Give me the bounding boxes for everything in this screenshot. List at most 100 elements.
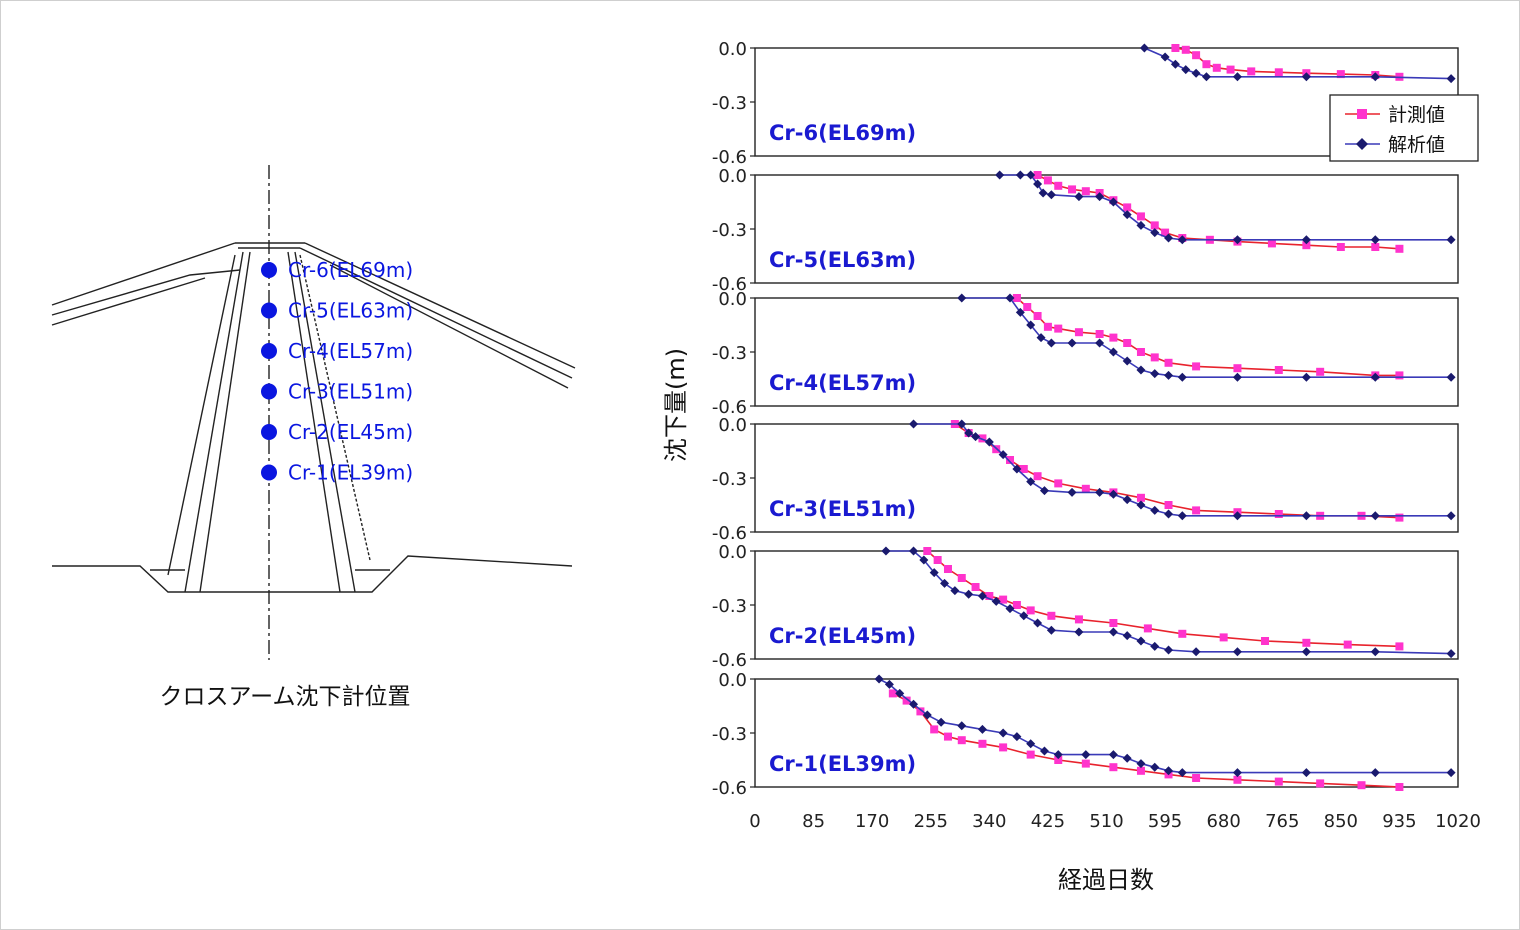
measured-point: [1023, 303, 1032, 311]
panel-6: 0.0 -0.3 -0.6 Cr-1(EL39m): [712, 670, 1459, 799]
x-tick-label: 340: [972, 811, 1006, 832]
measured-point: [1261, 637, 1270, 645]
measured-point: [1233, 364, 1242, 373]
analysis-point: [1108, 347, 1118, 357]
analysis-point: [909, 699, 919, 709]
measured-point: [1192, 362, 1201, 371]
analysis-point: [1108, 197, 1118, 207]
analysis-point: [1301, 372, 1311, 382]
x-tick-labels: 0 85 170 255 340 425 510 595 680 765 850 935 1020: [749, 811, 1481, 832]
measured-point: [1012, 601, 1021, 609]
legend-box: [1329, 94, 1479, 162]
measured-point: [1043, 176, 1052, 185]
gauge-layer: Cr-6(EL69m) Cr-5(EL63m) Cr-4(EL57m) Cr-3(EL…: [261, 258, 413, 485]
measured-point: [1019, 465, 1028, 473]
measured-point: [1395, 783, 1404, 791]
measured-point: [1343, 640, 1352, 649]
measured-point: [933, 556, 942, 564]
y-tick-label: -0.3: [712, 469, 747, 490]
y-tick-label: -0.6: [712, 778, 747, 799]
measured-point: [1202, 60, 1211, 69]
panel-3: 0.0 -0.3 -0.6 Cr-4(EL57m): [712, 289, 1459, 418]
analysis-point: [1446, 768, 1456, 778]
measured-point: [1336, 243, 1345, 251]
panels-layer: 0.0 -0.3 -0.6 Cr-6(EL69m) 0.0 -0.3 -0.6 Cr-5(EL…: [712, 39, 1459, 799]
measured-point: [1274, 366, 1283, 374]
analysis-point: [1232, 768, 1242, 778]
x-tick-label: 0: [749, 811, 760, 832]
analysis-point: [1095, 192, 1105, 202]
analysis-point: [1370, 235, 1380, 245]
analysis-point: [881, 546, 891, 556]
diagram-caption: クロスアーム沈下計位置: [160, 684, 411, 710]
measured-point: [1274, 68, 1283, 77]
x-tick-label: 510: [1089, 811, 1123, 832]
measured-point: [1164, 501, 1173, 509]
gauge-label-6: Cr-6(EL69m): [288, 258, 413, 282]
measured-point: [1026, 750, 1035, 759]
panel-frame: [754, 550, 1459, 660]
analysis-point: [1067, 487, 1077, 497]
measured-point: [1233, 775, 1242, 784]
y-axis-title: 沈下量(m): [662, 348, 690, 462]
analysis-point: [991, 596, 1001, 606]
panel-title: Cr-2(EL45m): [769, 624, 916, 648]
measured-point: [1357, 781, 1366, 790]
measured-point: [1026, 606, 1035, 615]
analysis-point: [1136, 500, 1146, 510]
panel-title: Cr-4(EL57m): [769, 371, 916, 395]
analysis-point: [1108, 750, 1118, 760]
analysis-point: [922, 710, 932, 720]
analysis-point: [929, 568, 939, 578]
gauge-label-4: Cr-4(EL57m): [288, 339, 413, 363]
analysis-point: [940, 578, 950, 588]
series-line-analysis: [1144, 47, 1452, 80]
measured-point: [1150, 221, 1159, 230]
analysis-point: [1177, 511, 1187, 521]
analysis-point: [1012, 732, 1022, 742]
analysis-point: [1136, 759, 1146, 769]
y-tick-label: 0.0: [718, 39, 747, 60]
analysis-point: [1232, 511, 1242, 521]
measured-point: [1247, 67, 1256, 76]
measured-point: [1161, 228, 1170, 237]
analysis-point: [1019, 611, 1029, 621]
analysis-point: [936, 717, 946, 727]
legend-analysis-label: 解析値: [1388, 134, 1445, 156]
analysis-point: [1177, 235, 1187, 245]
x-tick-label: 255: [914, 811, 948, 832]
measured-point: [1012, 294, 1021, 302]
analysis-point: [1370, 768, 1380, 778]
analysis-point: [1301, 768, 1311, 778]
analysis-point: [1122, 753, 1132, 763]
measured-point: [930, 725, 939, 734]
analysis-point: [977, 724, 987, 734]
gauge-marker-6: [261, 262, 277, 278]
measured-point: [1302, 241, 1311, 250]
analysis-point: [1039, 486, 1049, 496]
gauge-marker-5: [261, 302, 277, 319]
measured-point: [916, 707, 925, 716]
panel-title: Cr-6(EL69m): [769, 121, 916, 145]
analysis-point: [1232, 372, 1242, 382]
analysis-point: [957, 419, 967, 429]
analysis-point: [1370, 511, 1380, 521]
y-tick-label: -0.3: [712, 596, 747, 617]
measured-point: [1171, 44, 1180, 52]
analysis-point: [874, 674, 884, 684]
y-tick-label: 0.0: [718, 166, 747, 187]
measured-point: [1192, 51, 1201, 60]
analysis-point: [1005, 293, 1015, 303]
analysis-point: [1370, 72, 1380, 82]
analysis-point: [1033, 179, 1043, 189]
measured-point: [1081, 187, 1090, 196]
analysis-point: [1095, 338, 1105, 348]
gauge-label-2: Cr-2(EL45m): [288, 420, 413, 444]
y-tick-label: 0.0: [718, 289, 747, 310]
analysis-point: [1177, 768, 1187, 778]
panel-5: 0.0 -0.3 -0.6 Cr-2(EL45m): [712, 542, 1459, 671]
x-axis-title: 経過日数: [1058, 866, 1154, 894]
analysis-point: [1108, 489, 1118, 499]
measured-point: [1109, 763, 1118, 772]
gauge-marker-1: [261, 464, 277, 481]
